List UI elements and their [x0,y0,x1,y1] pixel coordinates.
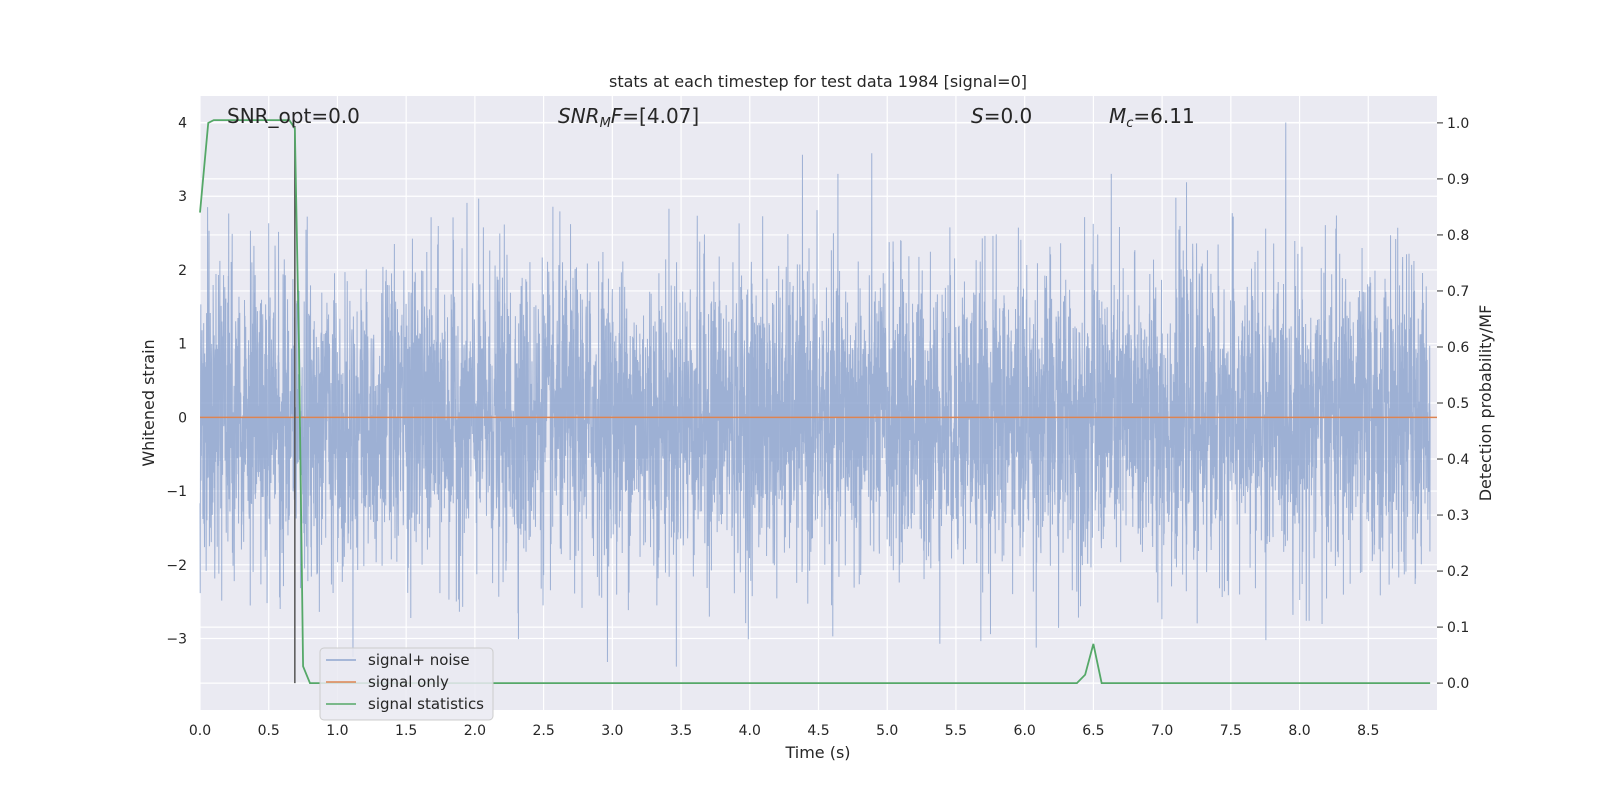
x-tick-label: 3.0 [601,723,623,739]
legend-label-noise: signal+ noise [368,651,470,669]
y-tick-label: 0 [178,410,187,426]
x-tick-label: 3.5 [670,723,692,739]
y-axis-ticks: −3 −2 −1 0 1 2 3 4 [166,116,187,648]
x-tick-label: 5.5 [945,723,967,739]
y2-tick-label: 0.7 [1447,284,1469,300]
y-axis-label: Whitened strain [139,339,158,466]
x-axis-label: Time (s) [784,743,850,762]
signal-noise-line [199,122,1431,667]
x-tick-label: 7.5 [1220,723,1242,739]
y2-tick-label: 0.3 [1447,508,1469,524]
y2-tick-label: 0.8 [1447,228,1469,244]
snr-mf-sub: M [600,116,611,131]
y-tick-label: 1 [178,337,187,353]
y2-tick-label: 0.2 [1447,564,1469,580]
annotation-s: S=0.0 [971,104,1032,128]
annotation-snr-mf: SNRMF=[4.07] [558,104,699,131]
y2-tick-label: 0.6 [1447,340,1469,356]
y2-tick-label: 0.0 [1447,676,1469,692]
y2-tick-label: 0.5 [1447,396,1469,412]
snr-mf-tail: F [611,104,623,128]
x-tick-label: 1.0 [326,723,348,739]
y-tick-label: −3 [166,632,187,648]
mc-sub: c [1126,116,1133,131]
x-tick-label: 8.0 [1288,723,1310,739]
x-tick-label: 8.5 [1357,723,1379,739]
snr-mf-value: =[4.07] [622,104,699,128]
legend-label-signal-only: signal only [368,673,449,691]
x-tick-label: 2.0 [464,723,486,739]
y2-tick-label: 0.1 [1447,620,1469,636]
y2-tick-label: 0.4 [1447,452,1469,468]
signal-noise-series [199,122,1431,667]
x-tick-label: 4.5 [807,723,829,739]
chart-title: stats at each timestep for test data 198… [609,72,1027,91]
y2-axis-label: Detection probability/MF [1476,305,1495,502]
y-tick-label: −2 [166,558,187,574]
y-tick-label: −1 [166,484,187,500]
x-tick-label: 2.5 [532,723,554,739]
x-tick-label: 7.0 [1151,723,1173,739]
y2-axis-ticks: 0.0 0.1 0.2 0.3 0.4 0.5 0.6 0.7 0.8 0.9 1.0 [1437,116,1469,692]
x-axis-ticks: 0.0 0.5 1.0 1.5 2.0 2.5 3.0 3.5 4.0 4.5 5.0 5.5 6.0 6… [189,723,1380,739]
y-tick-label: 2 [178,263,187,279]
mc-value: =6.11 [1133,104,1194,128]
annotation-mc: Mc=6.11 [1109,104,1195,131]
legend: signal+ noise signal only signal statist… [319,647,494,721]
y2-tick-label: 0.9 [1447,172,1469,188]
s-symbol: S [971,104,984,128]
x-tick-label: 4.0 [739,723,761,739]
legend-label-statistics: signal statistics [368,695,484,713]
x-tick-label: 6.0 [1014,723,1036,739]
annotations: SNR_opt=0.0 SNRMF=[4.07] S=0.0 Mc=6.11 [227,104,1195,131]
annotation-snr-opt: SNR_opt=0.0 [227,104,360,128]
x-tick-label: 1.5 [395,723,417,739]
mc-main: M [1109,104,1126,128]
legend-box [319,647,494,721]
x-tick-label: 6.5 [1082,723,1104,739]
y-tick-label: 3 [178,189,187,205]
x-tick-label: 0.5 [258,723,280,739]
snr-mf-main: SNR [558,104,600,128]
y2-tick-label: 1.0 [1447,116,1469,132]
s-value: =0.0 [984,104,1033,128]
x-tick-label: 0.0 [189,723,211,739]
x-tick-label: 5.0 [876,723,898,739]
y-tick-label: 4 [178,116,187,132]
